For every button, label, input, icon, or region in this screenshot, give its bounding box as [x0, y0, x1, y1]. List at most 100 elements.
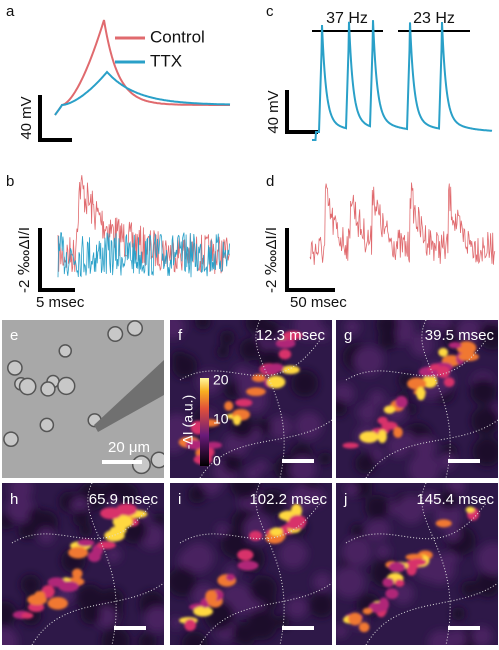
time-label: 65.9 msec — [89, 491, 159, 508]
signal-blob — [443, 377, 455, 387]
colorbar — [200, 378, 209, 466]
panel-label: h — [10, 491, 18, 508]
signal-blob — [248, 530, 263, 541]
texture-blob — [344, 320, 361, 335]
texture-blob — [478, 321, 498, 350]
texture-blob — [72, 509, 90, 527]
pipette — [94, 360, 164, 432]
panel-label: c — [266, 3, 274, 20]
texture-blob — [438, 489, 459, 510]
outline-path — [365, 582, 498, 645]
signal-blob — [395, 395, 408, 409]
texture-blob — [246, 608, 278, 641]
texture-blob — [436, 320, 452, 331]
texture-blob — [365, 520, 387, 542]
outline — [345, 320, 498, 478]
texture-blob — [438, 453, 456, 470]
texture-blob — [187, 485, 207, 504]
texture-blob — [170, 571, 187, 592]
panel-label: i — [178, 491, 181, 508]
texture-blob — [342, 537, 372, 567]
texture-blob — [424, 320, 440, 330]
texture-blob — [170, 320, 185, 340]
texture-blob — [181, 631, 208, 645]
signal-blob — [377, 416, 388, 425]
signal — [179, 503, 307, 631]
texture-blob — [172, 353, 198, 379]
texture-blob — [477, 542, 498, 575]
texture-blob — [183, 542, 214, 573]
time-label: 145.4 msec — [416, 491, 494, 508]
texture-blob — [223, 381, 242, 400]
image-panel — [2, 483, 164, 645]
signal-blob — [246, 387, 266, 396]
texture-blob — [222, 453, 243, 473]
texture-blob — [461, 580, 478, 598]
signal-blob — [27, 602, 45, 613]
signal-blob — [456, 341, 477, 355]
texture-blob — [18, 521, 37, 540]
signal-blob — [406, 562, 417, 576]
colorbar-tick: 10 — [213, 411, 229, 427]
image-panel — [170, 483, 332, 645]
outline-path — [31, 582, 164, 645]
signal-blob — [465, 506, 475, 513]
panel-label: j — [343, 491, 347, 508]
texture-blob — [312, 572, 332, 592]
texture-blob — [295, 412, 323, 440]
texture-blob — [216, 345, 230, 359]
texture-blob — [368, 390, 386, 407]
texture-blob — [20, 574, 41, 595]
texture-blob — [294, 483, 310, 499]
signal-blob — [358, 622, 370, 633]
signal-blob — [377, 429, 387, 444]
signal-blob — [270, 527, 283, 537]
cell — [3, 431, 19, 447]
texture-blob — [170, 616, 182, 629]
signal-blob — [193, 606, 213, 617]
trace — [57, 175, 230, 275]
texture-blob — [153, 512, 164, 526]
cell — [150, 451, 164, 469]
scale-label: 40 mV — [18, 96, 35, 139]
outline-path — [199, 582, 332, 645]
texture-blob — [357, 402, 378, 423]
texture-blob — [405, 403, 418, 416]
cell — [107, 326, 124, 343]
cell — [18, 377, 37, 396]
texture-blob — [2, 600, 17, 628]
texture-blob — [138, 632, 157, 645]
texture-blob — [290, 369, 319, 398]
signal-blob — [281, 365, 300, 375]
texture-blob — [471, 625, 493, 645]
signal-blob — [77, 539, 95, 547]
trace — [309, 182, 496, 265]
trace — [54, 19, 230, 116]
colorbar-tick: 0 — [213, 453, 221, 469]
texture-blob — [268, 415, 293, 440]
scale-label: 40 mV — [265, 90, 282, 133]
texture-blob — [377, 329, 398, 350]
texture-blob — [295, 546, 308, 559]
texture-blob — [470, 406, 498, 436]
panel-label: b — [6, 173, 14, 190]
signal-blob — [205, 441, 222, 449]
panel-label: a — [6, 3, 15, 20]
texture-blob — [249, 575, 278, 603]
texture-blob — [28, 507, 45, 524]
signal-blob — [407, 377, 427, 390]
colorbar-tick: 20 — [213, 372, 229, 388]
cell — [39, 417, 55, 433]
texture-blob — [470, 378, 497, 405]
cell — [57, 376, 76, 396]
panel-label: f — [178, 327, 183, 344]
texture-blob — [38, 527, 55, 544]
frequency-label: 23 Hz — [413, 10, 455, 27]
texture-blob — [194, 320, 212, 330]
signal-blob — [96, 541, 116, 549]
signal-blob — [362, 607, 373, 615]
texture-blob — [286, 597, 308, 619]
signal-blob — [237, 560, 259, 571]
colorbar-label: -ΔI (a.u.) — [180, 395, 196, 449]
signal-blob — [205, 589, 218, 603]
